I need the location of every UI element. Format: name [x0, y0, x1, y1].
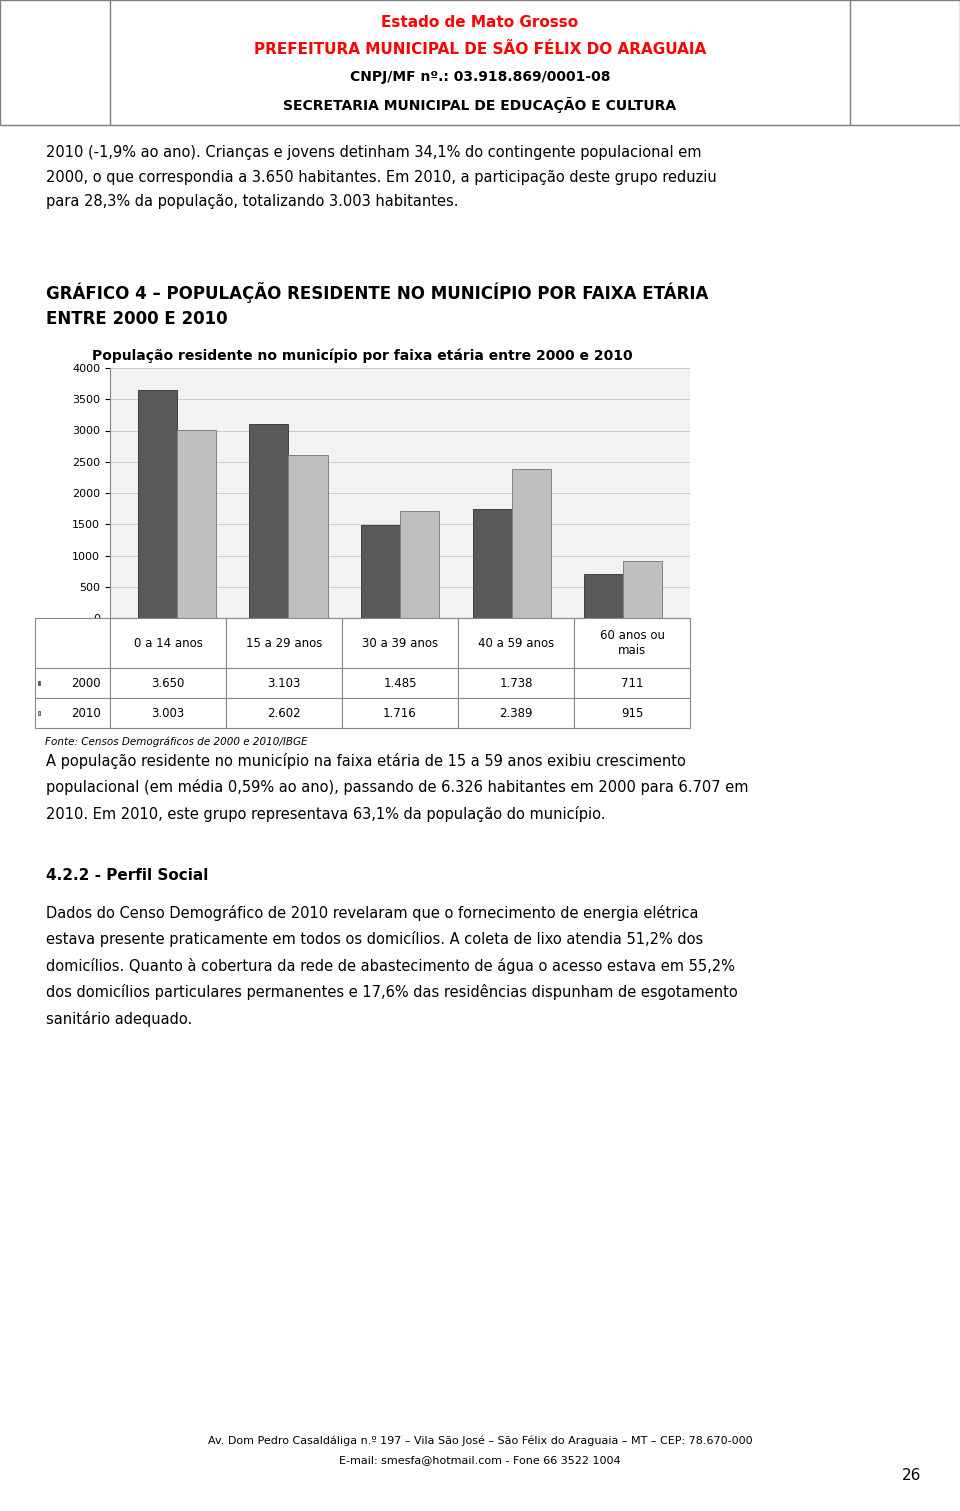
Bar	[472, 509, 512, 618]
Text: E-mail: smesfa@hotmail.com - Fone 66 3522 1004: E-mail: smesfa@hotmail.com - Fone 66 352…	[339, 1455, 621, 1466]
Bar	[38, 710, 40, 715]
Text: 2010 (-1,9% ao ano). Crianças e jovens detinham 34,1% do contingente populaciona: 2010 (-1,9% ao ano). Crianças e jovens d…	[46, 145, 717, 209]
Bar	[574, 618, 690, 668]
Bar	[458, 668, 574, 698]
Bar	[226, 698, 342, 728]
Bar	[35, 698, 110, 728]
Text: A população residente no município na faixa etária de 15 a 59 anos exibiu cresci: A população residente no município na fa…	[46, 752, 749, 822]
Bar	[250, 425, 288, 618]
Text: 60 anos ou
mais: 60 anos ou mais	[599, 629, 664, 657]
Bar	[110, 618, 226, 668]
Bar	[458, 618, 574, 668]
Bar	[226, 618, 342, 668]
Text: 3.103: 3.103	[267, 677, 300, 689]
Text: 711: 711	[621, 677, 643, 689]
Text: 0 a 14 anos: 0 a 14 anos	[133, 636, 203, 650]
Text: 30 a 39 anos: 30 a 39 anos	[362, 636, 438, 650]
Bar	[361, 526, 400, 618]
Bar	[623, 561, 662, 618]
Text: GRÁFICO 4 – POPULAÇÃO RESIDENTE NO MUNICÍPIO POR FAIXA ETÁRIA
ENTRE 2000 E 2010: GRÁFICO 4 – POPULAÇÃO RESIDENTE NO MUNIC…	[46, 283, 708, 328]
Text: 1.485: 1.485	[383, 677, 417, 689]
Bar	[342, 618, 458, 668]
Bar	[177, 431, 216, 618]
Text: 3.003: 3.003	[152, 707, 184, 719]
Text: 26: 26	[902, 1467, 922, 1482]
Bar	[342, 698, 458, 728]
Text: População residente no município por faixa etária entre 2000 e 2010: População residente no município por fai…	[92, 349, 633, 363]
Text: 1.716: 1.716	[383, 707, 417, 719]
Text: 3.650: 3.650	[152, 677, 184, 689]
Bar	[574, 668, 690, 698]
Text: 1.738: 1.738	[499, 677, 533, 689]
Text: 2000: 2000	[71, 677, 101, 689]
Text: SECRETARIA MUNICIPAL DE EDUCAÇÃO E CULTURA: SECRETARIA MUNICIPAL DE EDUCAÇÃO E CULTU…	[283, 97, 677, 113]
Text: 15 a 29 anos: 15 a 29 anos	[246, 636, 323, 650]
Text: PREFEITURA MUNICIPAL DE SÃO FÉLIX DO ARAGUAIA: PREFEITURA MUNICIPAL DE SÃO FÉLIX DO ARA…	[253, 42, 707, 57]
Text: Dados do Censo Demográfico de 2010 revelaram que o fornecimento de energia elétr: Dados do Censo Demográfico de 2010 revel…	[46, 905, 738, 1026]
Bar	[35, 668, 110, 698]
Text: 2010: 2010	[71, 707, 101, 719]
Text: 2.389: 2.389	[499, 707, 533, 719]
Bar	[38, 681, 40, 686]
Text: Fonte: Censos Demográficos de 2000 e 2010/IBGE: Fonte: Censos Demográficos de 2000 e 201…	[45, 736, 307, 746]
Bar	[512, 468, 551, 618]
Text: CNPJ/MF nº.: 03.918.869/0001-08: CNPJ/MF nº.: 03.918.869/0001-08	[349, 71, 611, 85]
Text: Estado de Mato Grosso: Estado de Mato Grosso	[381, 15, 579, 30]
Bar	[110, 698, 226, 728]
Bar	[138, 390, 177, 618]
Bar	[288, 455, 327, 618]
Text: Av. Dom Pedro Casaldáliga n.º 197 – Vila São José – São Félix do Araguaia – MT –: Av. Dom Pedro Casaldáliga n.º 197 – Vila…	[207, 1435, 753, 1446]
Text: 40 a 59 anos: 40 a 59 anos	[478, 636, 554, 650]
Text: 2.602: 2.602	[267, 707, 300, 719]
Bar	[226, 668, 342, 698]
Bar	[584, 574, 623, 618]
Bar	[110, 668, 226, 698]
Text: 915: 915	[621, 707, 643, 719]
Bar	[400, 511, 439, 618]
Text: 4.2.2 - Perfil Social: 4.2.2 - Perfil Social	[46, 869, 208, 884]
Bar	[35, 618, 110, 668]
Bar	[458, 698, 574, 728]
Bar	[342, 668, 458, 698]
Bar	[574, 698, 690, 728]
